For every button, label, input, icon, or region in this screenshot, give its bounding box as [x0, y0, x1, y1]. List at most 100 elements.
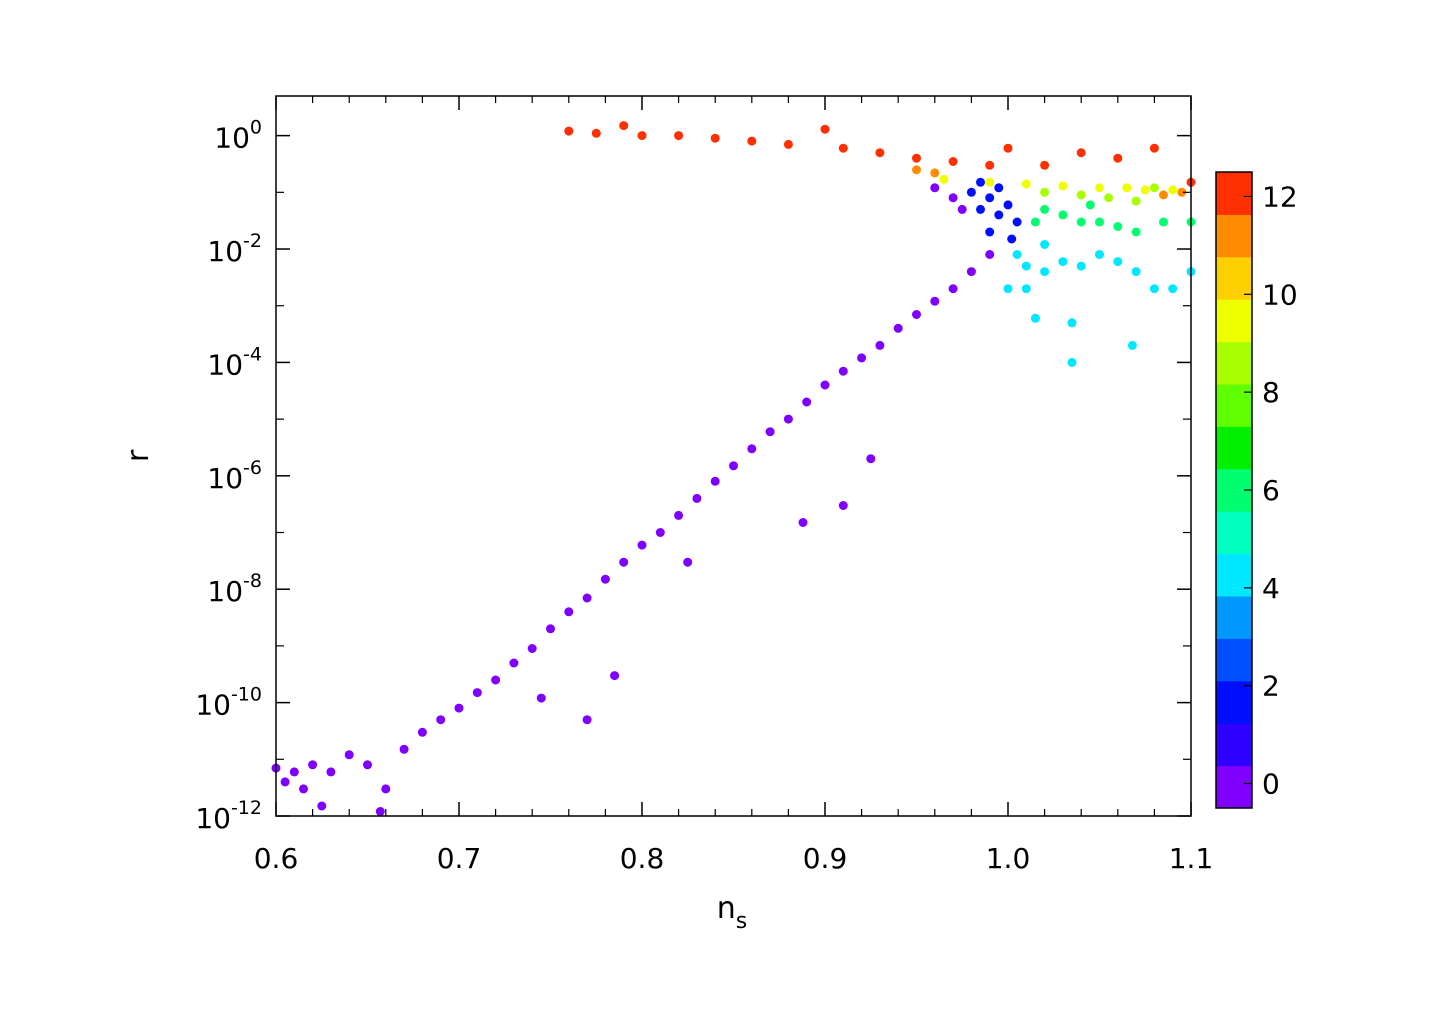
colorbar-segment	[1216, 299, 1252, 343]
data-point	[994, 183, 1004, 193]
data-point	[1040, 267, 1050, 277]
colorbar-segment	[1216, 638, 1252, 682]
data-point	[417, 727, 427, 737]
data-point	[1131, 267, 1141, 277]
data-point	[600, 574, 610, 584]
data-point	[326, 767, 336, 777]
data-point	[1040, 240, 1050, 249]
data-point	[1140, 185, 1150, 195]
data-point	[1003, 143, 1013, 153]
data-point	[985, 160, 995, 170]
data-point	[1085, 200, 1095, 210]
colorbar-tick-label: 2	[1262, 670, 1280, 703]
plot-frame	[275, 95, 1192, 817]
data-point	[1067, 318, 1077, 328]
data-point	[564, 126, 574, 136]
data-point	[985, 193, 995, 203]
data-point	[1131, 196, 1141, 206]
data-point	[930, 168, 940, 178]
data-point	[582, 593, 592, 603]
data-point	[619, 121, 629, 131]
data-point	[1168, 185, 1178, 195]
data-point	[930, 296, 940, 306]
colorbar-segment	[1216, 341, 1252, 385]
data-point	[985, 250, 995, 259]
data-point	[747, 136, 757, 146]
data-point	[1095, 250, 1104, 259]
colorbar-segment	[1216, 426, 1252, 470]
data-point	[1003, 200, 1013, 210]
data-point	[591, 128, 601, 138]
data-point	[344, 750, 354, 760]
data-point	[912, 165, 921, 175]
data-point	[536, 693, 546, 703]
data-point	[1149, 284, 1159, 294]
data-point	[381, 784, 391, 794]
data-point	[1095, 217, 1104, 227]
data-point	[893, 323, 903, 333]
x-tick-label: 1.0	[986, 842, 1031, 875]
data-point	[1149, 183, 1159, 193]
data-point	[798, 518, 808, 527]
data-point	[655, 528, 665, 537]
data-point	[820, 380, 830, 390]
data-point	[1177, 187, 1187, 197]
data-point	[838, 501, 848, 510]
x-tick-label: 1.1	[1169, 842, 1214, 875]
y-axis: 100 10-2 10-4 10-6 10-8 10-10 10-12	[195, 117, 1191, 835]
data-point	[1040, 187, 1050, 197]
data-point	[783, 414, 793, 424]
data-point	[1040, 160, 1050, 170]
data-point	[637, 131, 647, 141]
data-point	[866, 454, 876, 464]
data-point	[491, 675, 501, 685]
data-point	[692, 493, 702, 503]
x-axis-label: ns	[717, 891, 747, 934]
colorbar-segment	[1216, 256, 1252, 300]
data-point	[976, 177, 985, 187]
data-point	[308, 760, 318, 770]
data-point	[966, 187, 976, 197]
data-point	[1058, 181, 1068, 191]
data-point	[747, 444, 757, 454]
y-axis-label: r	[121, 449, 156, 462]
data-point	[957, 204, 967, 214]
data-point	[472, 688, 482, 698]
colorbar-segment	[1216, 511, 1252, 555]
data-point	[299, 784, 308, 794]
y-tick-label: 100	[214, 117, 262, 155]
data-point	[802, 397, 812, 407]
data-point	[1067, 357, 1077, 367]
plot-content	[271, 121, 1196, 816]
data-point	[619, 557, 629, 567]
colorbar-tick-label: 4	[1262, 572, 1280, 605]
data-point	[1076, 190, 1086, 200]
data-point	[1127, 340, 1137, 350]
data-point	[1149, 143, 1159, 153]
y-tick-label: 10-10	[195, 684, 262, 722]
colorbar: 0 2 4 6 8 10 12	[1215, 171, 1298, 809]
data-point	[1168, 284, 1178, 294]
data-point	[765, 427, 775, 437]
colorbar-tick-label: 0	[1262, 768, 1280, 801]
data-point	[1058, 210, 1068, 220]
data-point	[1159, 190, 1168, 200]
data-point	[527, 644, 537, 653]
data-point	[912, 153, 921, 163]
data-point	[1076, 217, 1086, 227]
x-tick-label: 0.6	[254, 842, 299, 875]
y-tick-label: 10-6	[207, 457, 262, 495]
data-point	[1003, 284, 1013, 294]
data-point	[838, 143, 848, 153]
data-point	[1012, 217, 1022, 227]
data-point	[857, 353, 867, 363]
data-point	[674, 131, 684, 141]
data-point	[582, 715, 592, 725]
data-point	[1113, 153, 1123, 163]
data-point	[1095, 183, 1104, 193]
colorbar-tick-label: 12	[1262, 180, 1298, 213]
colorbar-segment	[1216, 680, 1252, 724]
data-point	[710, 133, 720, 143]
data-point	[363, 760, 372, 770]
data-point	[317, 801, 327, 811]
